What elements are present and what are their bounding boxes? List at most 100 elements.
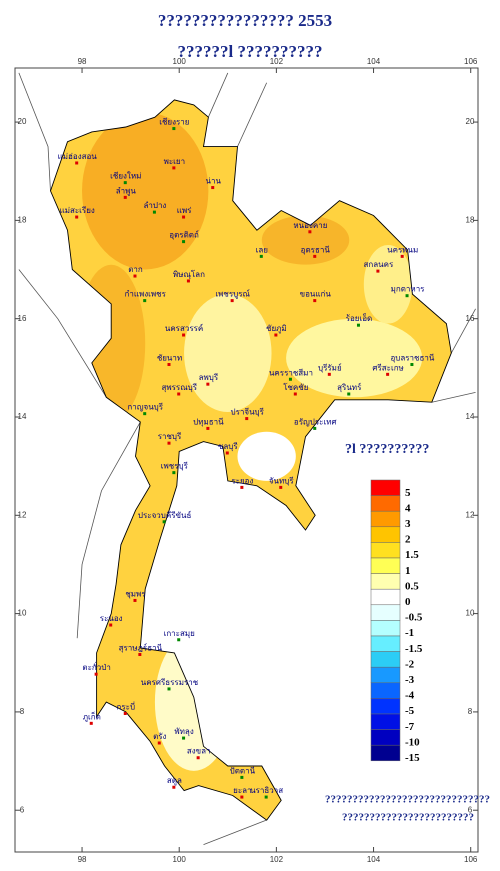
province-label: นครพนม [387,245,418,254]
legend-label: -7 [405,721,415,733]
legend-swatch [370,620,401,637]
province-label: โชคชัย [283,382,308,392]
border [237,82,268,147]
station [225,451,229,455]
station [123,181,127,185]
station [293,392,297,396]
station [75,215,79,219]
station [109,623,113,627]
station [182,240,186,244]
y-tick-label: 8 [20,707,25,716]
station [123,195,127,199]
province-label: อรัญประเทศ [294,417,337,426]
province-label: เลย [256,245,268,254]
border [76,421,141,639]
station [405,294,409,298]
anomaly-area [184,294,272,413]
station [313,426,317,430]
station [274,333,278,337]
legend-swatch [370,526,401,543]
province-label: สุรินทร์ [337,382,362,392]
province-label: ระยอง [231,476,253,485]
legend-swatch [370,635,401,652]
legend-label: 4 [405,502,411,514]
anomaly-patches [77,112,423,771]
legend-label: 2 [405,534,411,546]
station [410,363,414,367]
station [245,417,249,421]
anomaly-area [286,318,423,398]
x-tick-label: 106 [464,855,478,864]
title-line: ???????????????? 2553 [158,11,332,30]
legend-swatch [370,557,401,574]
province-label: สุราษฎร์ธานี [119,643,163,653]
legend-swatch [370,573,401,590]
province-label: ระนอง [100,614,123,623]
anomaly-area [261,215,350,265]
station [162,520,166,524]
province-label: ปัตตานี [230,766,256,775]
station [186,279,190,283]
province-label: นครศรีธรรมราช [141,678,199,687]
legend-swatch [370,682,401,699]
province-label: บุรีรัมย์ [318,362,342,372]
station [152,210,156,214]
x-tick-label: 106 [464,57,478,66]
station [172,785,176,789]
station [196,756,200,760]
station [177,638,181,642]
legend-swatch [370,604,401,621]
station [172,127,176,131]
border [431,392,476,403]
province-label: นครราชสีมา [269,368,313,377]
x-tick-label: 98 [78,57,87,66]
station [206,382,210,386]
legend-title: ?l ?????????? [345,442,429,457]
y-tick-label: 20 [18,117,27,126]
station [182,736,186,740]
y-tick-label: 18 [466,215,475,224]
province-label: ลำปาง [143,201,166,210]
province-label: แม่ฮ่องสอน [58,152,98,161]
station [167,687,171,691]
province-label: ลำพูน [116,186,137,196]
station [347,392,351,396]
province-label: จันทบุรี [269,476,295,485]
station [133,274,137,278]
province-label: ร้อยเอ็ด [346,313,373,323]
province-label: ตรัง [153,732,166,741]
province-label: สกลนคร [364,260,394,269]
province-label: พะเยา [164,157,185,166]
station [157,741,161,745]
y-tick-label: 14 [466,412,475,421]
legend-swatch [370,666,401,684]
y-tick-label: 20 [466,117,475,126]
legend-label: 5 [405,487,411,499]
legend-label: -10 [405,736,420,748]
station [206,426,210,430]
station [143,299,147,303]
province-label: น่าน [206,177,222,186]
province-label: หนองคาย [293,221,327,230]
y-tick-label: 8 [468,707,473,716]
legend-label: 3 [405,518,411,530]
anomaly-area [363,244,413,324]
y-tick-label: 16 [18,314,27,323]
province-label: เพชรบูรณ์ [215,289,250,300]
province-label: กระบี่ [117,700,136,711]
station [400,254,404,258]
legend-label: -4 [405,690,415,702]
province-label: กาญจนบุรี [127,403,163,412]
x-tick-label: 102 [270,57,284,66]
border [18,72,51,191]
anomaly-area [82,112,209,270]
anomaly-area [237,431,296,481]
x-tick-label: 98 [78,855,87,864]
legend-label: -1.5 [405,643,423,655]
station [211,186,215,190]
border [450,308,476,354]
province-label: ศรีสะเกษ [372,363,403,372]
legend-label: -5 [405,705,415,717]
province-label: ตาก [128,265,143,274]
station [230,299,234,303]
